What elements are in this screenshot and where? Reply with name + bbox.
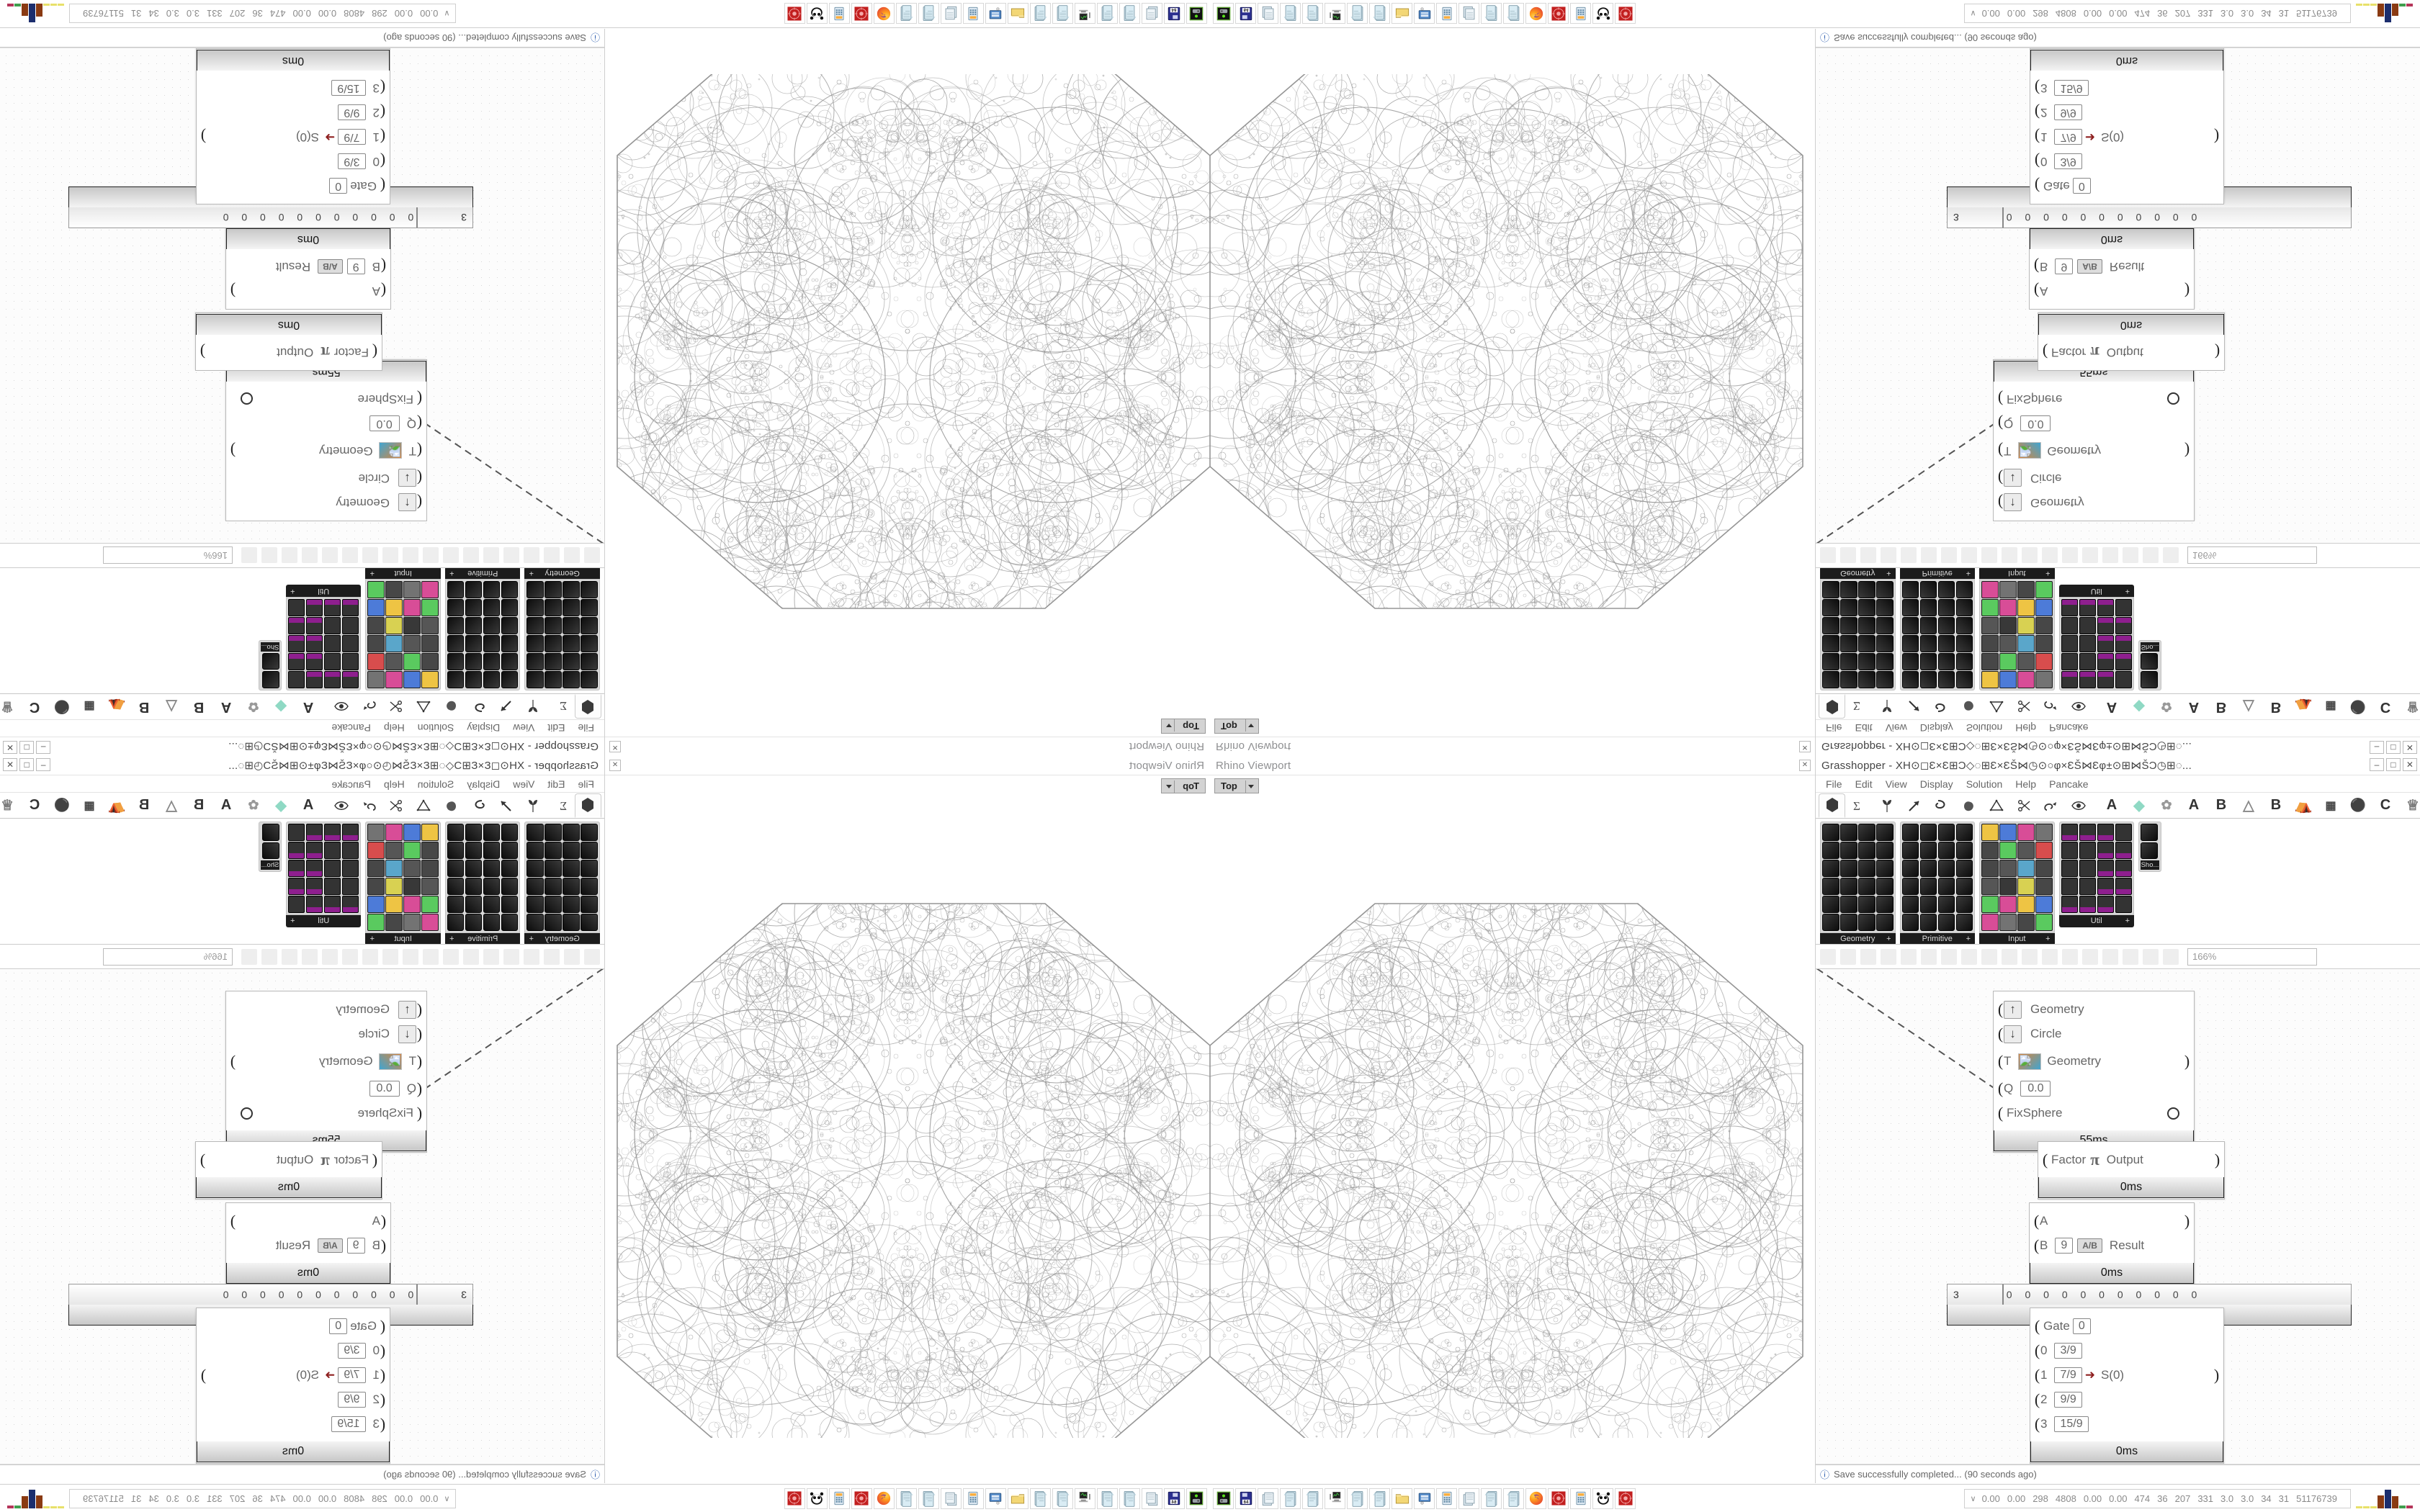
svg-text:64: 64 (1172, 7, 1177, 12)
svg-text:64: 64 (1243, 7, 1248, 12)
svg-text:64: 64 (1243, 1500, 1248, 1505)
svg-text:Σ: Σ (560, 799, 568, 813)
svg-text:Σ: Σ (1853, 799, 1860, 813)
svg-text:64: 64 (1172, 1500, 1177, 1505)
svg-text:Σ: Σ (1853, 700, 1860, 714)
svg-text:Σ: Σ (560, 700, 568, 714)
